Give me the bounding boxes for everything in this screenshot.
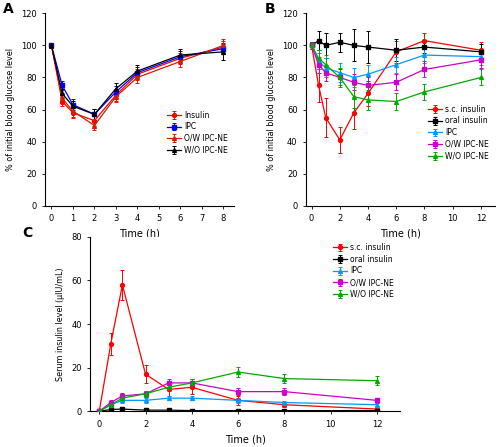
Text: C: C <box>22 227 32 240</box>
X-axis label: Time (h): Time (h) <box>224 434 266 444</box>
X-axis label: Time (h): Time (h) <box>380 228 421 239</box>
Y-axis label: % of initial blood glucose level: % of initial blood glucose level <box>6 48 16 171</box>
Text: B: B <box>264 2 275 16</box>
Y-axis label: Serum insulin level (μIU/mL): Serum insulin level (μIU/mL) <box>56 267 66 381</box>
Text: A: A <box>4 2 14 16</box>
Y-axis label: % of initial blood glucose level: % of initial blood glucose level <box>268 48 276 171</box>
Legend: s.c. insulin, oral insulin, IPC, O/W IPC-NE, W/O IPC-NE: s.c. insulin, oral insulin, IPC, O/W IPC… <box>426 102 491 163</box>
Legend: s.c. insulin, oral insulin, IPC, O/W IPC-NE, W/O IPC-NE: s.c. insulin, oral insulin, IPC, O/W IPC… <box>331 241 396 301</box>
Legend: Insulin, IPC, O/W IPC-NE, W/O IPC-NE: Insulin, IPC, O/W IPC-NE, W/O IPC-NE <box>165 108 230 157</box>
X-axis label: Time (h): Time (h) <box>119 228 160 239</box>
